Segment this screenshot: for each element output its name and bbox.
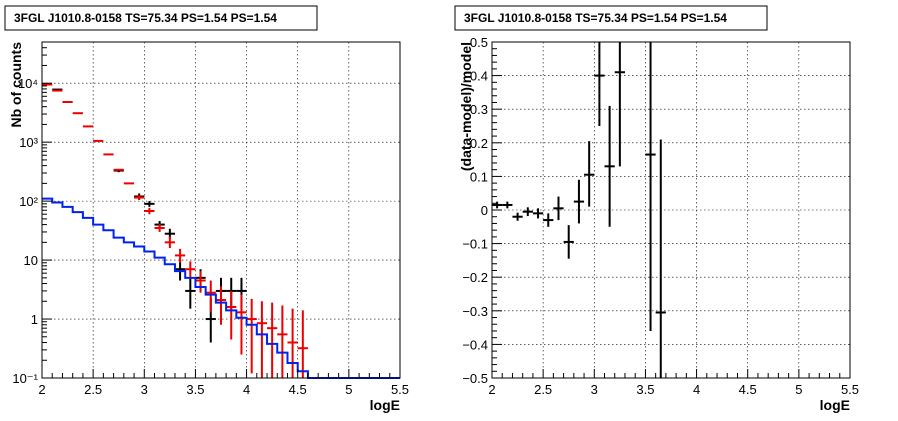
- y-tick-label: −0.3: [462, 304, 488, 319]
- counts-x-axis-title: logE: [370, 397, 400, 413]
- x-tick-label: 3.5: [186, 382, 204, 397]
- y-tick-label: 0.1: [470, 169, 488, 184]
- counts-title-box: [4, 5, 318, 31]
- model-total-point: [297, 310, 308, 378]
- residual-point: [594, 42, 605, 126]
- residual-point: [543, 213, 554, 227]
- x-tick-label: 5: [795, 382, 802, 397]
- y-tick-label: 10⁴: [18, 76, 38, 91]
- residual-grid: [492, 42, 850, 378]
- model-total-point: [195, 271, 206, 293]
- residual-point: [502, 201, 513, 209]
- residual-point: [492, 201, 503, 209]
- model-total-point: [246, 298, 257, 374]
- y-tick-label: 10⁻¹: [12, 371, 38, 386]
- x-tick-label: 4: [693, 382, 700, 397]
- x-tick-label: 4: [243, 382, 250, 397]
- residual-point: [584, 141, 595, 207]
- residual-point: [512, 212, 523, 221]
- residual-title: 3FGL J1010.8-0158 TS=75.34 PS=1.54 PS=1.…: [464, 11, 727, 25]
- x-tick-label: 2: [488, 382, 495, 397]
- y-tick-label: 0.5: [470, 35, 488, 50]
- y-tick-label: 0: [481, 203, 488, 218]
- x-tick-label: 4.5: [289, 382, 307, 397]
- x-tick-label: 4.5: [739, 382, 757, 397]
- x-tick-label: 5.5: [841, 382, 859, 397]
- x-tick-label: 3: [141, 382, 148, 397]
- residual-point: [604, 105, 615, 227]
- x-tick-label: 5: [345, 382, 352, 397]
- x-tick-label: 5.5: [391, 382, 409, 397]
- model-total-point: [256, 301, 268, 378]
- y-tick-label: 1: [31, 312, 38, 327]
- residual-point: [655, 139, 666, 378]
- x-tick-label: 2.5: [84, 382, 102, 397]
- model-total-point: [134, 195, 145, 200]
- model-total-point: [154, 223, 165, 232]
- residual-point: [573, 179, 585, 224]
- residual-y-axis-title: (data-model)/model: [458, 42, 474, 171]
- model-total-point: [144, 207, 155, 215]
- residual-x-axis-title: logE: [820, 397, 850, 413]
- residual-point: [645, 42, 656, 331]
- counts-plot-frame: [41, 41, 401, 379]
- model-total-point: [215, 286, 227, 325]
- counts-series: [42, 83, 400, 379]
- y-tick-label: −0.4: [462, 337, 488, 352]
- x-tick-label: 3.5: [636, 382, 654, 397]
- model-total-point: [164, 236, 175, 249]
- y-tick-label: 0.2: [470, 136, 488, 151]
- model-total-point: [185, 261, 196, 279]
- residual-point: [563, 225, 574, 259]
- model-total-point: [267, 302, 278, 378]
- y-tick-label: 10³: [19, 135, 38, 150]
- counts-panel: 2 2.5 3 3.5 4 4.5 5 5.5 10⁻¹ 1 10 10² 10³ 10⁴ 3FGL J1…: [4, 5, 409, 413]
- y-tick-label: 10²: [19, 194, 38, 209]
- counts-title: 3FGL J1010.8-0158 TS=75.34 PS=1.54 PS=1.…: [14, 11, 277, 25]
- residual-title-box: [454, 5, 768, 31]
- y-tick-label: 0.3: [470, 102, 488, 117]
- data-point: [185, 277, 196, 309]
- y-tick-label: −0.5: [462, 371, 488, 386]
- x-tick-label: 3: [591, 382, 598, 397]
- model-total-point: [236, 294, 247, 355]
- model-total-point: [226, 290, 237, 340]
- residual-point: [553, 196, 564, 221]
- residual-point: [522, 207, 533, 217]
- counts-y-axis-title: Nb of counts: [8, 42, 24, 128]
- data-point: [144, 201, 155, 207]
- y-tick-label: 10: [24, 253, 38, 268]
- model-total-point: [205, 280, 216, 313]
- y-tick-label: 0.4: [470, 69, 488, 84]
- residual-ticks: 2 2.5 3 3.5 4 4.5 5 5.5 −0.5 −0.4 −0.3 −0.2 −0.1 0 0.1…: [462, 35, 859, 397]
- y-tick-label: −0.2: [462, 270, 488, 285]
- residual-panel: 2 2.5 3 3.5 4 4.5 5 5.5 −0.5 −0.4 −0.3 −0.2 −0.1 0 0.1…: [454, 5, 859, 413]
- residual-point: [614, 42, 625, 167]
- x-tick-label: 2.5: [534, 382, 552, 397]
- model-source-step-line: [42, 197, 400, 379]
- residual-series: [492, 42, 666, 378]
- model-total-point: [174, 248, 186, 263]
- x-tick-label: 2: [38, 382, 45, 397]
- model-total-point: [287, 308, 298, 378]
- counts-ticks: 2 2.5 3 3.5 4 4.5 5 5.5 10⁻¹ 1 10 10² 10³ 10⁴: [12, 41, 409, 397]
- model-total-point: [277, 305, 288, 378]
- counts-grid: [42, 42, 400, 378]
- y-tick-label: −0.1: [462, 237, 488, 252]
- residual-point: [532, 208, 544, 219]
